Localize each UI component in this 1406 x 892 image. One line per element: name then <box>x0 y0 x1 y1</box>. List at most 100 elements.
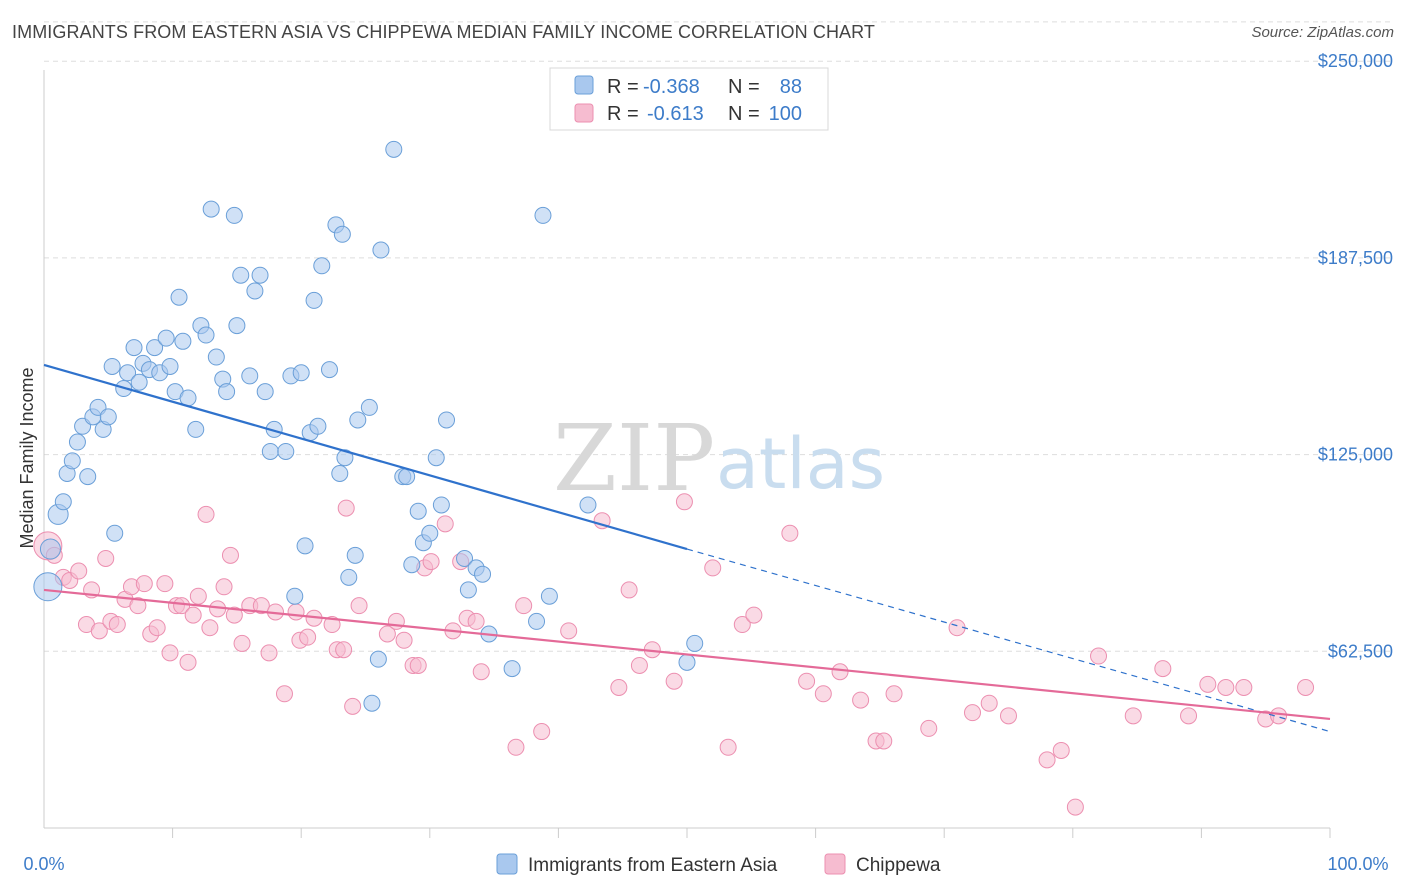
x-tick-label-0: 0.0% <box>23 854 64 874</box>
chippewa-point <box>287 603 305 621</box>
chippewa-point <box>215 578 233 596</box>
legend-swatch-blue <box>574 75 594 95</box>
chippewa-point <box>337 499 355 517</box>
eastern-asia-point <box>207 348 225 366</box>
watermark-zip: ZIP <box>553 405 715 512</box>
eastern-asia-point <box>261 442 279 460</box>
chippewa-point <box>1235 678 1253 696</box>
eastern-asia-point <box>363 694 381 712</box>
series-label-eastern-asia: Immigrants from Eastern Asia <box>528 855 778 876</box>
eastern-asia-point <box>346 546 364 564</box>
eastern-asia-point <box>146 339 164 357</box>
chippewa-points <box>33 493 1315 816</box>
eastern-asia-point <box>130 373 148 391</box>
chippewa-point <box>630 656 648 674</box>
chippewa-point <box>675 493 693 511</box>
chippewa-point <box>560 622 578 640</box>
eastern-asia-trend-extension <box>686 548 1331 733</box>
eastern-asia-point <box>678 653 696 671</box>
eastern-asia-point <box>197 326 215 344</box>
chippewa-point <box>1217 678 1235 696</box>
eastern-asia-point <box>333 225 351 243</box>
source-credit: Source: ZipAtlas.com <box>1251 24 1394 41</box>
eastern-asia-point <box>409 502 427 520</box>
chippewa-point <box>201 619 219 637</box>
chippewa-point <box>184 606 202 624</box>
eastern-asia-point <box>369 650 387 668</box>
chippewa-point <box>135 575 153 593</box>
legend-swatch-pink <box>574 103 594 123</box>
eastern-asia-point <box>241 367 259 385</box>
eastern-asia-point <box>432 496 450 514</box>
eastern-asia-point <box>103 357 121 375</box>
chippewa-point <box>409 656 427 674</box>
chippewa-point <box>344 697 362 715</box>
chippewa-point <box>665 672 683 690</box>
chippewa-point <box>733 616 751 634</box>
legend-box <box>549 67 829 131</box>
correlation-legend: R = -0.368 N = 88 R = -0.613 N = 100 <box>549 67 829 131</box>
chippewa-point <box>745 606 763 624</box>
watermark-atlas: atlas <box>716 423 885 505</box>
chippewa-point <box>108 616 126 634</box>
eastern-asia-point <box>228 317 246 335</box>
eastern-asia-point <box>170 288 188 306</box>
eastern-asia-point <box>68 433 86 451</box>
y-axis-title: Median Family Income <box>17 367 37 548</box>
eastern-asia-point <box>125 339 143 357</box>
eastern-asia-point <box>372 241 390 259</box>
eastern-asia-point <box>456 549 474 567</box>
y-tick-label-125000: $125,000 <box>1318 445 1393 465</box>
eastern-asia-point <box>99 408 117 426</box>
eastern-asia-point <box>427 449 445 467</box>
chippewa-point <box>831 663 849 681</box>
eastern-asia-point <box>403 556 421 574</box>
eastern-asia-point <box>320 361 338 379</box>
chippewa-point <box>260 644 278 662</box>
chippewa-point <box>1038 751 1056 769</box>
chippewa-point <box>395 631 413 649</box>
chippewa-point <box>299 628 317 646</box>
chippewa-point <box>781 524 799 542</box>
series-legend: Immigrants from Eastern Asia Chippewa <box>496 853 941 876</box>
eastern-asia-point <box>54 493 72 511</box>
eastern-asia-trend-line <box>43 363 688 551</box>
chippewa-point <box>620 581 638 599</box>
legend-r-value-1: -0.368 <box>643 76 700 98</box>
chippewa-point <box>173 597 191 615</box>
chippewa-point <box>233 634 251 652</box>
chippewa-point <box>704 559 722 577</box>
eastern-asia-point <box>503 660 521 678</box>
eastern-asia-point <box>251 266 269 284</box>
chippewa-point <box>156 575 174 593</box>
chippewa-point <box>161 644 179 662</box>
chippewa-point <box>980 694 998 712</box>
chippewa-point <box>323 616 341 634</box>
chippewa-point <box>335 641 353 659</box>
chippewa-point <box>1124 707 1142 725</box>
chippewa-point <box>97 549 115 567</box>
eastern-asia-point <box>63 452 81 470</box>
chippewa-point <box>1090 647 1108 665</box>
legend-r-label-1: R = <box>607 76 639 98</box>
chippewa-point <box>533 723 551 741</box>
eastern-asia-point <box>39 538 61 560</box>
trend-lines <box>43 363 1331 733</box>
eastern-asia-point <box>79 468 97 486</box>
eastern-asia-point <box>579 496 597 514</box>
chippewa-point <box>422 553 440 571</box>
eastern-asia-point <box>174 332 192 350</box>
eastern-asia-point <box>336 449 354 467</box>
eastern-asia-point <box>292 364 310 382</box>
chart-title: IMMIGRANTS FROM EASTERN ASIA VS CHIPPEWA… <box>12 22 876 42</box>
chippewa-point <box>1000 707 1017 725</box>
chippewa-point <box>225 606 243 624</box>
eastern-asia-point <box>313 257 331 275</box>
eastern-asia-point <box>286 587 304 605</box>
chippewa-point <box>610 678 628 696</box>
chippewa-trend-line <box>43 588 1331 721</box>
chippewa-point <box>472 663 490 681</box>
eastern-asia-point <box>225 206 243 224</box>
chippewa-point <box>179 653 197 671</box>
